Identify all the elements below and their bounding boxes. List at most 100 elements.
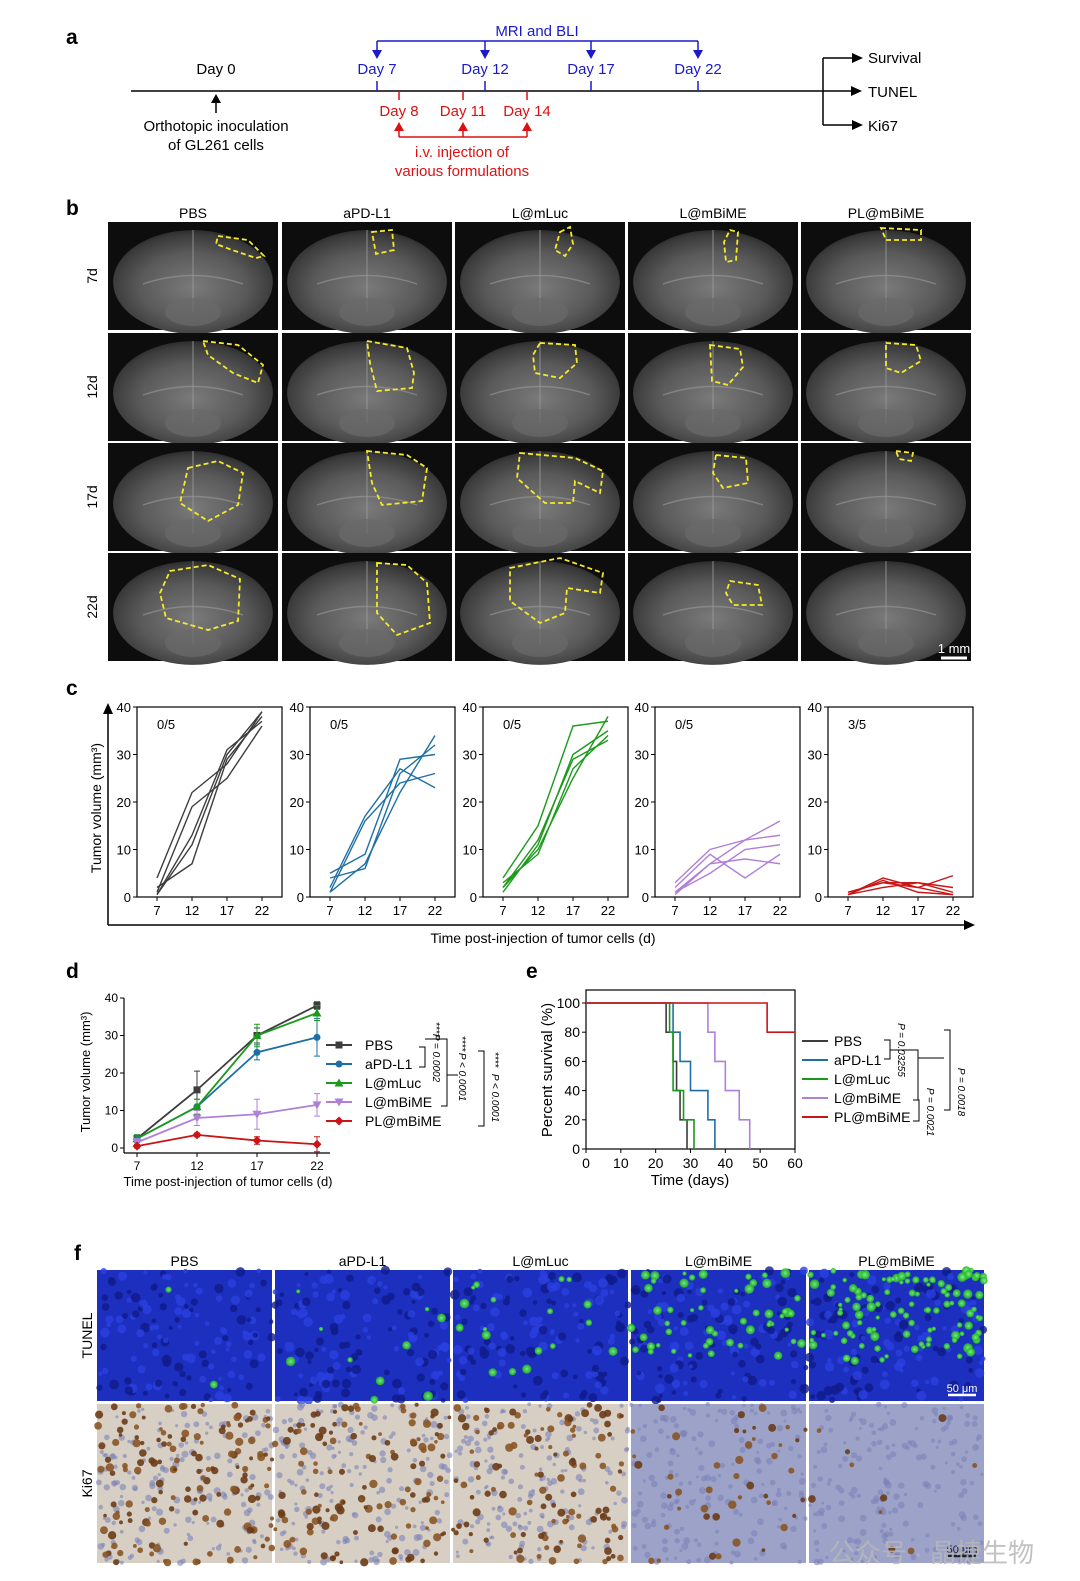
injection-arrowhead-1 [458,122,468,131]
b-header-3: L@mBiME [679,205,746,221]
e-legend-label: L@mLuc [834,1071,890,1087]
c-facets: 0 10 20 30 40 7 12 17 22 0/5 0 10 20 30 40 7 12 17 22 0/5 0 1… [117,700,974,918]
endpoint-ki67: Ki67 [868,118,898,135]
injection-line1: i.v. injection of [415,144,510,161]
mri-cell-L@mBiME-7d [628,222,798,334]
e-legend-item-L@mBiME: L@mBiME [802,1090,901,1106]
c-line-L@mLuc-3 [502,734,609,884]
e-ytick-label: 0 [572,1141,580,1157]
c-ytick-label: 30 [117,748,131,763]
tumor-outline [516,452,604,504]
e-xtick-label: 10 [613,1155,629,1171]
d-xtick-label: 12 [190,1159,204,1173]
mri-cell-L@mBiME-12d [628,333,798,445]
d-series-L@mBiME [132,1093,322,1147]
tumor-outline [376,562,431,637]
tumor-outline [365,339,415,392]
c-line-aPD-L1-0 [329,753,436,874]
c-ytick-label: 0 [297,890,304,905]
imaging-arrowhead-2 [586,50,596,59]
tumor-outline [879,227,922,241]
c-xtick-label: 17 [220,903,234,918]
d-ylabel: Tumor volume (mm³) [78,1012,93,1133]
c-line-L@mBiME-1 [674,834,781,884]
e-ytick-label: 100 [557,995,581,1011]
e-xtick-label: 0 [582,1155,590,1171]
d-legend-marker [335,1041,343,1049]
c-ytick-label: 30 [808,748,822,763]
c-line-PBS-1 [156,720,263,895]
injection-day-label-2: Day 14 [503,103,551,120]
c-xtick-label: 17 [911,903,925,918]
c-facet-frame [482,706,629,898]
e-pvalue-2: P = 0.0021 [924,1088,935,1136]
panel-c: c Tumor volume (mm³) Time post-injection… [66,677,975,946]
ki67-cell-PBS [94,1401,276,1567]
panel-f: f PBS aPD-L1 L@mLuc L@mBiME PL@mBiME TUNEL Ki… [74,1242,1034,1568]
panel-a: a Day 0 Orthotopic inoculation of GL261 … [66,23,921,180]
d-line-PBS [136,1004,318,1140]
mri-cell-L@mLuc-17d [455,443,625,555]
f-row-label-tunel: TUNEL [79,1312,95,1358]
c-xtick-label: 7 [153,903,160,918]
c-xtick-label: 17 [566,903,580,918]
c-ytick-label: 0 [642,890,649,905]
ki67-cell-PL@mBiME [808,1401,984,1566]
e-xtick-label: 40 [718,1155,734,1171]
ki67-cell-aPD-L1 [271,1401,453,1567]
mri-cell-PL@mBiME-22d [801,553,971,665]
f-header-2: L@mLuc [512,1253,568,1269]
c-ratio-label: 0/5 [675,717,693,732]
panel-d: d Tumor volume (mm³) Time post-injection… [66,960,500,1189]
mri-cell-aPD-L1-22d [282,553,452,665]
d-ytick-label: 10 [105,1104,119,1118]
c-xlabel: Time post-injection of tumor cells (d) [430,930,655,946]
endpoint-branches: Survival TUNEL Ki67 [822,50,921,135]
c-line-aPD-L1-4 [329,744,436,879]
tumor-outline [370,229,395,256]
b-header-2: L@mLuc [512,205,568,221]
c-xtick-label: 7 [671,903,678,918]
d-series-aPD-L1 [133,1018,321,1143]
d-series-PL@mBiME [132,1130,322,1153]
c-facet-frame [136,706,283,898]
c-ratio-label: 0/5 [157,717,175,732]
d-xtick-label: 17 [250,1159,264,1173]
d-line-L@mLuc [136,1012,318,1140]
c-ytick-label: 10 [463,843,477,858]
e-legend-label: PL@mBiME [834,1109,910,1125]
c-facet-frame [827,706,974,898]
e-xtick-label: 30 [683,1155,699,1171]
d-legend-item-L@mBiME: L@mBiME [326,1094,432,1110]
f-header-3: L@mBiME [685,1253,752,1269]
c-xtick-label: 12 [358,903,372,918]
tumor-outline [885,342,923,374]
watermark: 公众号 · 晶捷生物 [829,1538,1034,1568]
c-line-PBS-2 [156,716,263,889]
d-xtick-label: 7 [134,1159,141,1173]
d-pvalue-1: P = 0.0002 [430,1034,441,1083]
panel-d-letter: d [66,960,79,983]
c-ytick-label: 40 [463,700,477,715]
c-xtick-label: 17 [738,903,752,918]
mri-cell-L@mLuc-22d [455,553,625,665]
branch-bottom-arrowhead [852,120,863,130]
e-legend-item-PBS: PBS [802,1033,862,1049]
e-pvalue-3: P = 0.0018 [955,1068,966,1117]
d-series-L@mLuc [132,1005,322,1143]
d-legend-item-PBS: PBS [326,1037,393,1053]
d-bracket-1 [419,1046,426,1068]
tumor-outline [201,339,265,385]
d-line-PL@mBiME [136,1133,318,1148]
c-line-L@mBiME-0 [674,820,781,893]
b-header-4: PL@mBiME [848,205,924,221]
d-legend-marker [335,1060,343,1068]
histology-image-grid [94,1265,988,1567]
mri-cell-L@mBiME-22d [628,553,798,665]
c-xtick-label: 7 [499,903,506,918]
d-pvalue-3: P < 0.0001 [489,1074,500,1122]
e-xtick-label: 50 [752,1155,768,1171]
e-legend-label: PBS [834,1033,862,1049]
inoculation-line2: of GL261 cells [168,137,264,154]
